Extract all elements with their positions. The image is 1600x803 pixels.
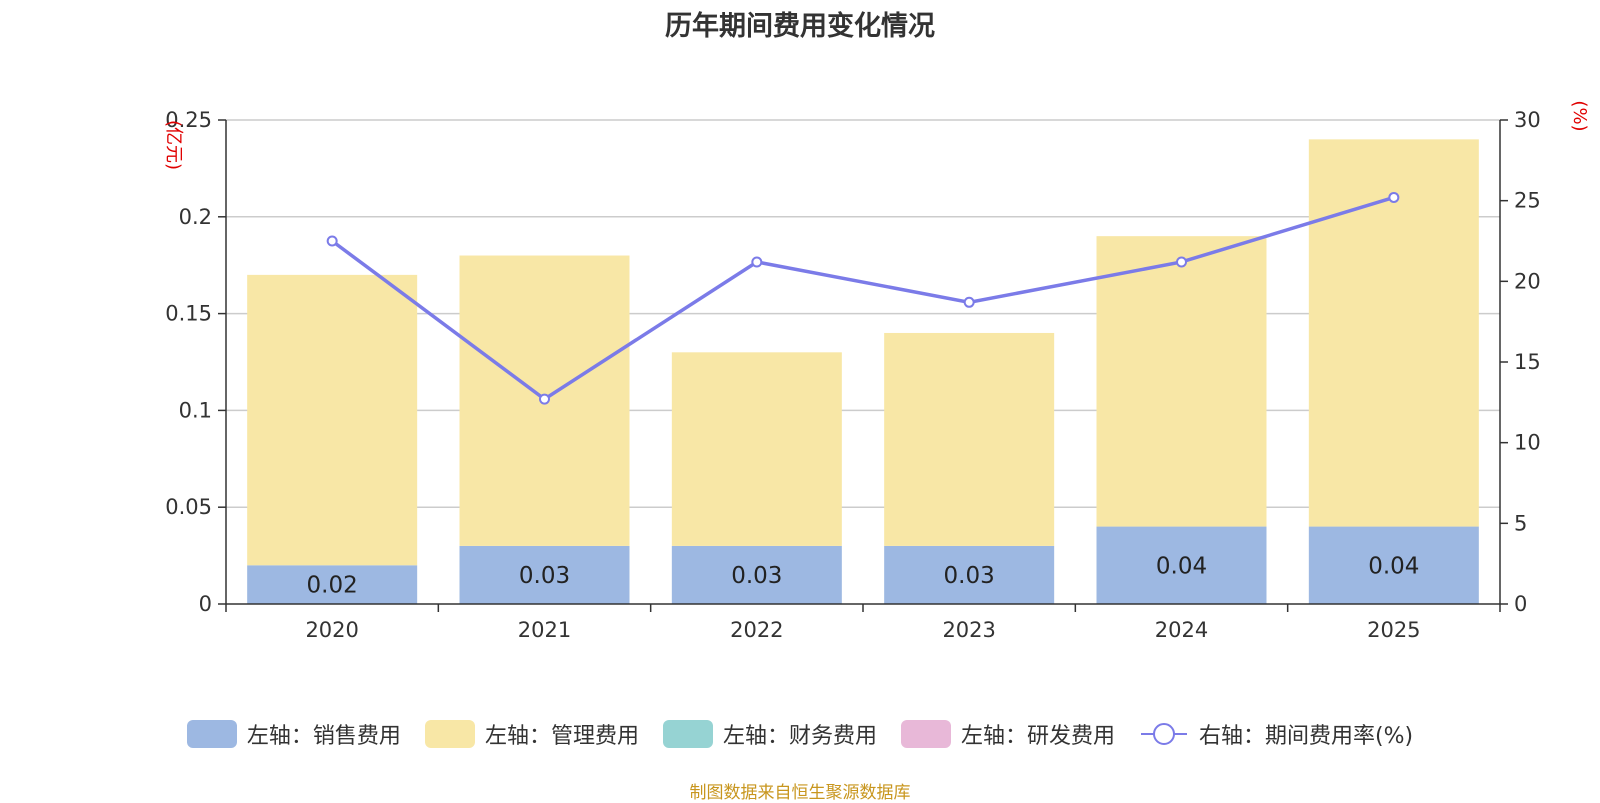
- x-tick-label: 2024: [1155, 618, 1208, 642]
- bar-label: 0.03: [731, 563, 782, 589]
- right-tick-label: 15: [1514, 350, 1541, 374]
- legend-line-marker: [1140, 723, 1187, 745]
- right-tick-label: 0: [1514, 592, 1527, 616]
- legend-label: 右轴：期间费用率(%): [1198, 724, 1414, 749]
- legend-swatch: [662, 720, 713, 748]
- bar-series: [247, 139, 1479, 604]
- legend-label: 左轴：管理费用: [484, 724, 639, 749]
- chart-title: 历年期间费用变化情况: [665, 11, 935, 42]
- bar-label: 0.04: [1156, 553, 1207, 579]
- right-tick-label: 30: [1514, 108, 1541, 132]
- bar-1: [671, 352, 842, 546]
- left-tick-label: 0.05: [165, 495, 212, 519]
- bar-0: [1308, 526, 1479, 604]
- grid-lines: [226, 119, 1500, 508]
- bar-0: [671, 545, 842, 604]
- right-tick-label: 10: [1514, 431, 1541, 455]
- bar-0: [1096, 526, 1267, 604]
- right-tick-label: 5: [1514, 511, 1527, 535]
- legend-label: 左轴：销售费用: [246, 724, 401, 749]
- x-tick-label: 2020: [305, 618, 358, 642]
- rate-point: [539, 393, 550, 405]
- left-tick-label: 0.2: [179, 205, 212, 229]
- x-tick-label: 2022: [730, 618, 783, 642]
- legend-swatch: [424, 720, 475, 748]
- line-series: [326, 191, 1400, 405]
- bar-label: 0.04: [1368, 553, 1419, 579]
- bar-1: [1308, 139, 1479, 527]
- left-tick-label: 0.1: [179, 398, 212, 422]
- bar-1: [884, 332, 1055, 546]
- left-axis-unit: (亿元): [163, 120, 184, 170]
- legend-item[interactable]: 左轴：财务费用: [662, 718, 877, 750]
- legend-label: 左轴：研发费用: [960, 724, 1115, 749]
- right-axis-unit: (%): [1569, 100, 1590, 131]
- left-tick-label: 0.25: [165, 108, 212, 132]
- rate-point: [1176, 256, 1187, 268]
- left-tick-label: 0.15: [165, 302, 212, 326]
- bar-1: [1096, 236, 1267, 527]
- bar-0: [459, 545, 630, 604]
- source-note: 制图数据来自恒生聚源数据库: [689, 783, 911, 803]
- rate-point: [326, 235, 338, 247]
- rate-point: [1388, 191, 1400, 203]
- bar-label: 0.03: [944, 563, 995, 589]
- bar-label: 0.02: [307, 573, 358, 599]
- legend-item[interactable]: 左轴：管理费用: [424, 718, 639, 750]
- legend-label: 左轴：财务费用: [722, 724, 877, 749]
- data-labels: 0.02 0.03 0.03 0.03 0.04 0.04: [307, 553, 1420, 598]
- right-tick-label: 25: [1514, 189, 1541, 213]
- bar-0: [884, 545, 1055, 604]
- legend: 左轴：销售费用 左轴：管理费用 左轴：财务费用 左轴：研发费用 右轴：期间费用率(%): [0, 718, 1600, 750]
- bar-1: [247, 274, 418, 566]
- legend-item[interactable]: 左轴：销售费用: [186, 718, 401, 750]
- x-tick-label: 2025: [1367, 618, 1420, 642]
- x-tick-label: 2021: [518, 618, 571, 642]
- bar-label: 0.03: [519, 563, 570, 589]
- bar-0: [247, 565, 418, 604]
- right-tick-label: 20: [1514, 269, 1541, 293]
- x-tick-label: 2023: [942, 618, 995, 642]
- legend-item[interactable]: 右轴：期间费用率(%): [1139, 718, 1413, 750]
- rate-point: [751, 256, 763, 268]
- left-tick-label: 0: [199, 592, 212, 616]
- legend-swatch: [186, 720, 237, 748]
- rate-point: [963, 296, 975, 308]
- rate-line: [331, 195, 1395, 402]
- legend-item[interactable]: 左轴：研发费用: [900, 718, 1115, 750]
- legend-swatch: [900, 720, 951, 748]
